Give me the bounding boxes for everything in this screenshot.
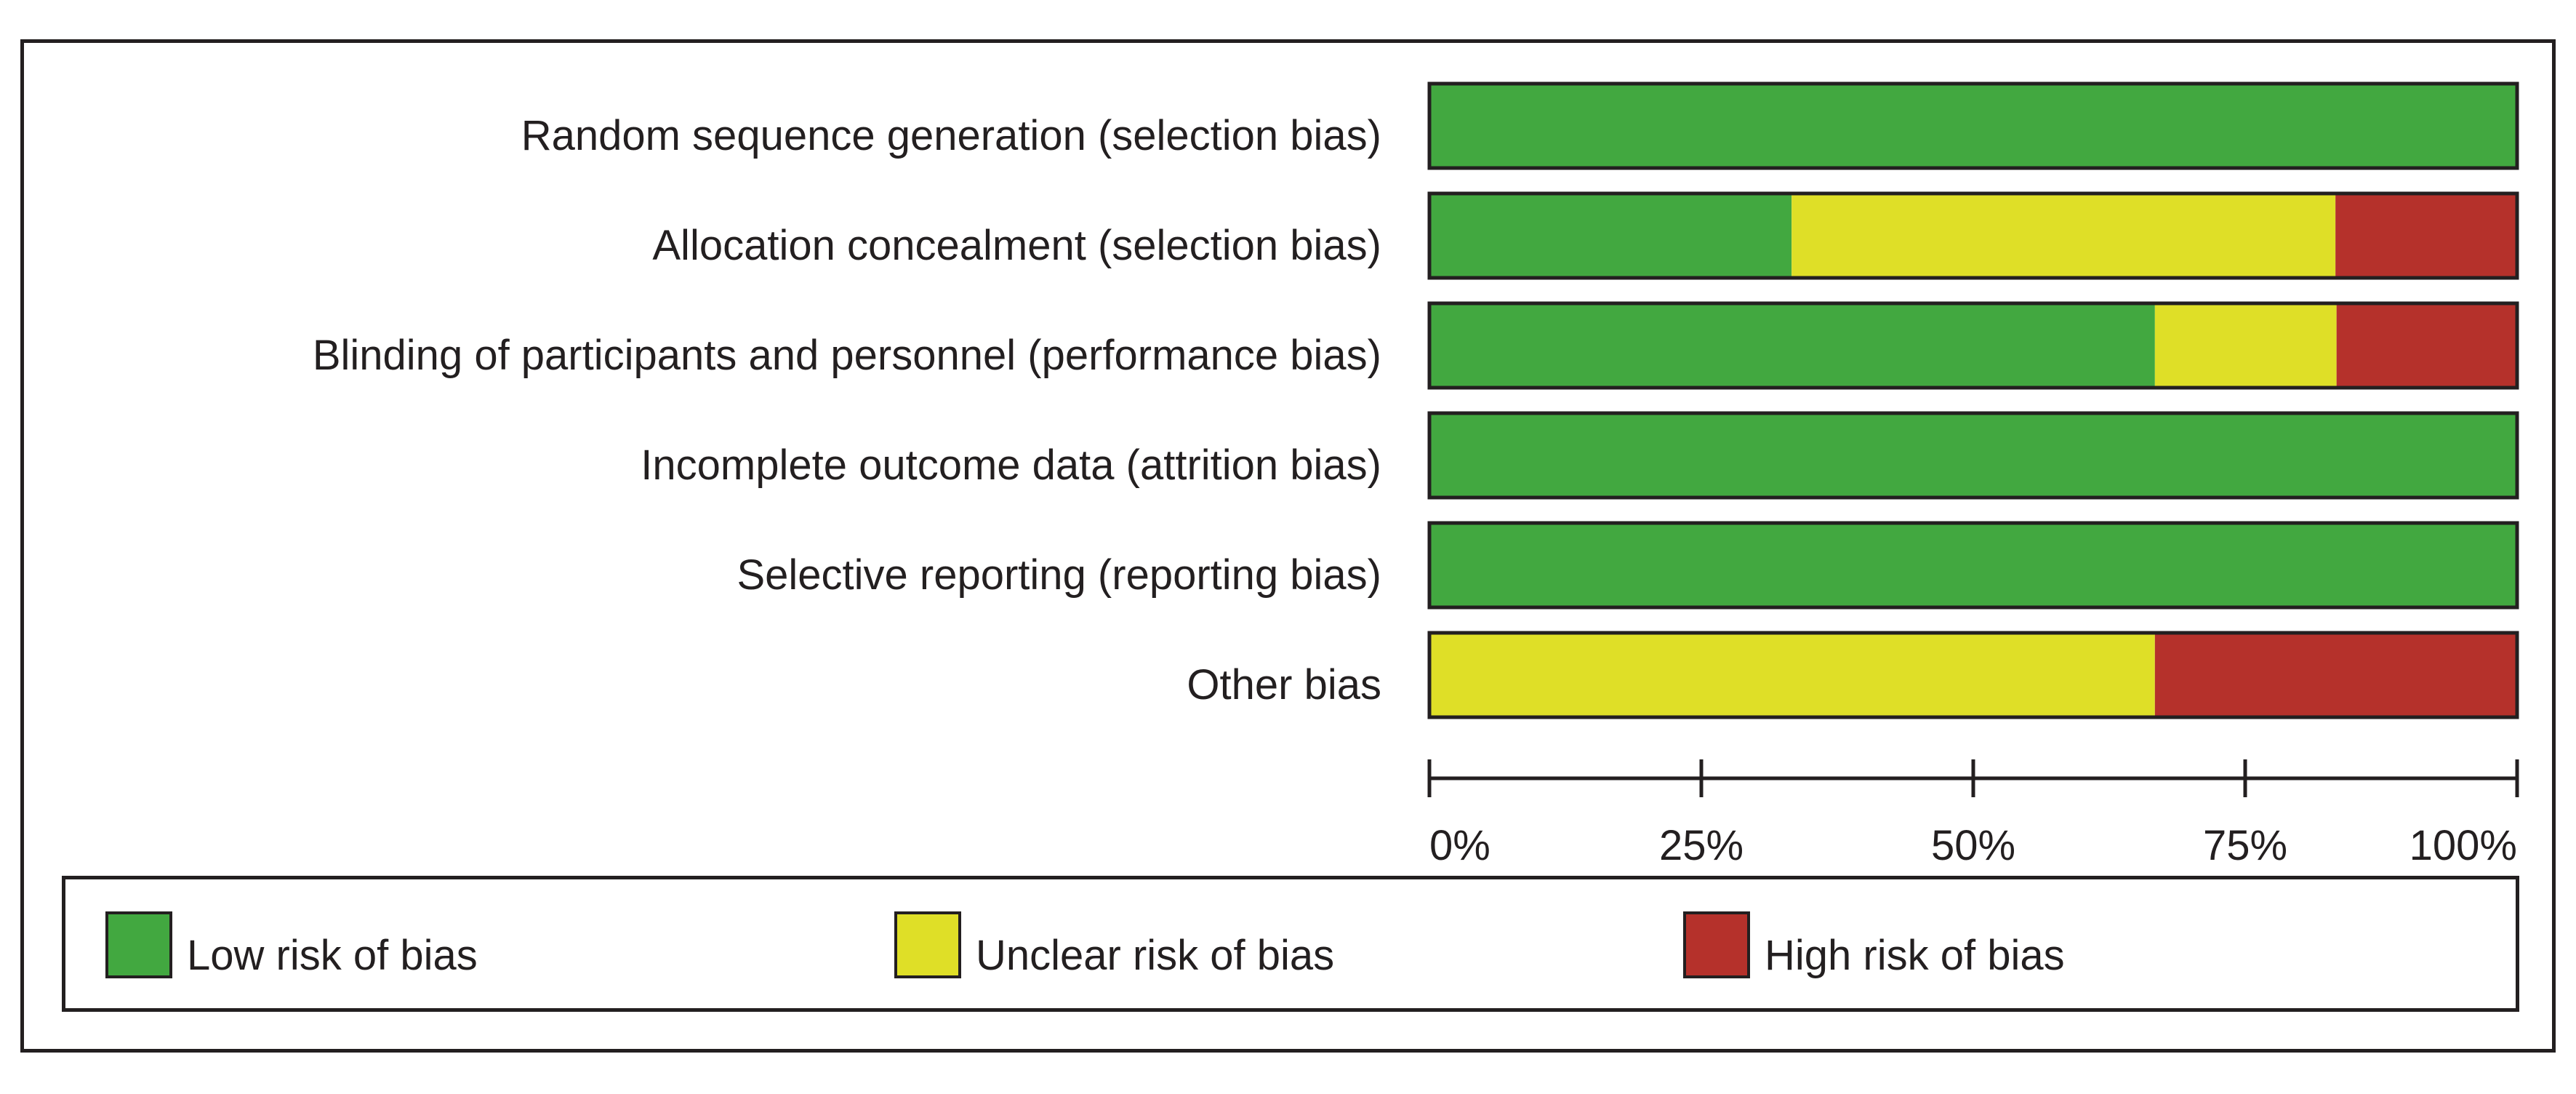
x-tick-label-25: 25% [1659,822,1744,869]
category-label-other-bias: Other bias [1187,661,1381,708]
legend-swatch-high [1683,911,1750,978]
category-label-incomplete-outcome-data-attrition-bias: Incomplete outcome data (attrition bias) [641,442,1381,489]
legend: Low risk of bias Unclear risk of bias Hi… [62,876,2519,1012]
bar-outline-incomplete-outcome-data-attrition-bias [1427,411,2519,500]
bar-outline-allocation-concealment-selection-bias [1427,191,2519,280]
bar-segment-high-blinding-of-participants-and-personnel-performance-bias [2336,303,2519,388]
legend-item-high: High risk of bias [1683,909,2065,981]
x-tick-label-100: 100% [2410,822,2517,869]
bar-outline-selective-reporting-reporting-bias [1427,521,2519,610]
bar-segment-unclear-blinding-of-participants-and-personnel-performance-bias [2154,303,2337,388]
bar-segment-low-random-sequence-generation-selection-bias [1429,84,2517,168]
x-tick-label-0: 0% [1429,822,1490,869]
bar-segment-low-blinding-of-participants-and-personnel-performance-bias [1429,303,2155,388]
legend-item-low: Low risk of bias [105,909,478,981]
bar-segment-low-incomplete-outcome-data-attrition-bias [1429,413,2517,498]
x-tick-label-75: 75% [2203,822,2287,869]
bar-segment-unclear-other-bias [1429,633,2155,717]
legend-swatch-low [105,911,172,978]
category-label-allocation-concealment-selection-bias: Allocation concealment (selection bias) [652,222,1381,269]
bar-outline-random-sequence-generation-selection-bias [1427,81,2519,170]
legend-item-unclear: Unclear risk of bias [894,909,1334,981]
bar-segment-unclear-allocation-concealment-selection-bias [1791,193,2336,278]
legend-label-high: High risk of bias [1765,931,2065,979]
risk-of-bias-chart: Random sequence generation (selection bi… [313,81,2519,869]
legend-label-low: Low risk of bias [187,931,478,979]
category-label-blinding-of-participants-and-personnel-performance-bias: Blinding of participants and personnel (… [313,332,1381,379]
bar-outline-blinding-of-participants-and-personnel-performance-bias [1427,301,2519,390]
bar-outline-other-bias [1427,631,2519,719]
category-label-selective-reporting-reporting-bias: Selective reporting (reporting bias) [737,551,1381,599]
category-label-random-sequence-generation-selection-bias: Random sequence generation (selection bi… [521,112,1381,159]
bar-segment-low-selective-reporting-reporting-bias [1429,523,2517,607]
bar-segment-low-allocation-concealment-selection-bias [1429,193,1792,278]
bar-segment-high-other-bias [2154,633,2517,717]
bar-segment-high-allocation-concealment-selection-bias [2335,193,2517,278]
legend-label-unclear: Unclear risk of bias [976,931,1335,979]
legend-swatch-unclear [894,911,961,978]
x-tick-label-50: 50% [1931,822,2015,869]
